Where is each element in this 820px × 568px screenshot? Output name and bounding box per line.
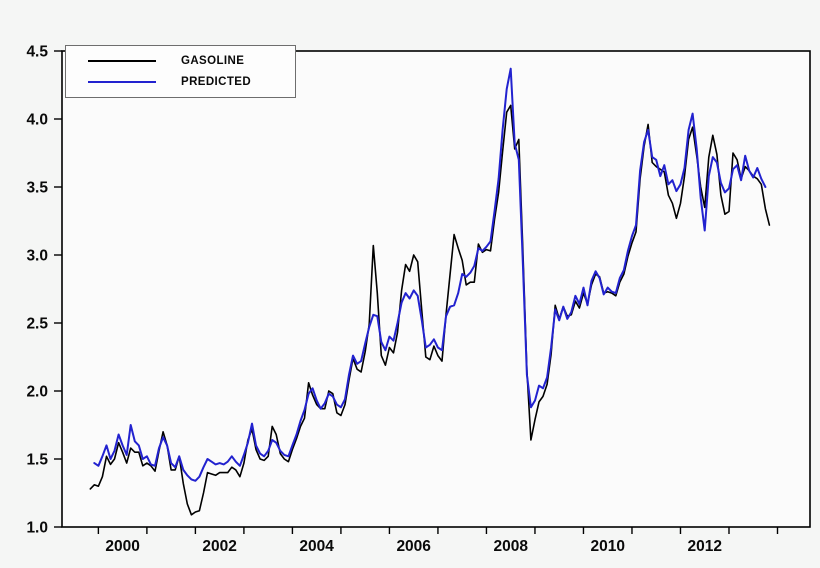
gasoline-line-swatch [88,60,156,62]
legend-item-gasoline: GASOLINE [66,55,295,67]
y-axis-tick-label: 4.5 [26,43,48,60]
legend: GASOLINE PREDICTED [65,45,296,98]
y-axis-tick-label: 2.5 [26,315,48,332]
legend-label-predicted: PREDICTED [181,76,252,88]
x-axis-tick-label: 2008 [493,538,528,555]
x-axis-tick-label: 2006 [396,538,431,555]
y-axis-tick-label: 1.0 [26,519,48,536]
legend-label-gasoline: GASOLINE [181,55,245,67]
x-axis-tick-label: 2000 [105,538,139,555]
y-axis-tick-label: 1.5 [26,451,48,468]
plot-border [61,50,811,528]
y-axis-tick-label: 3.5 [26,179,48,196]
y-axis-tick-label: 3.0 [26,247,48,264]
x-axis-tick-label: 2002 [202,538,236,555]
x-axis-tick-label: 2004 [299,538,334,555]
y-axis-tick-label: 4.0 [26,111,48,128]
y-axis-tick-label: 2.0 [26,383,48,400]
gasoline-series-line [89,104,771,516]
x-axis-tick-label: 2012 [687,538,721,555]
predicted-series-line [93,67,767,482]
x-axis-tick-label: 2010 [590,538,624,555]
legend-item-predicted: PREDICTED [66,76,295,88]
predicted-line-swatch [88,81,156,83]
